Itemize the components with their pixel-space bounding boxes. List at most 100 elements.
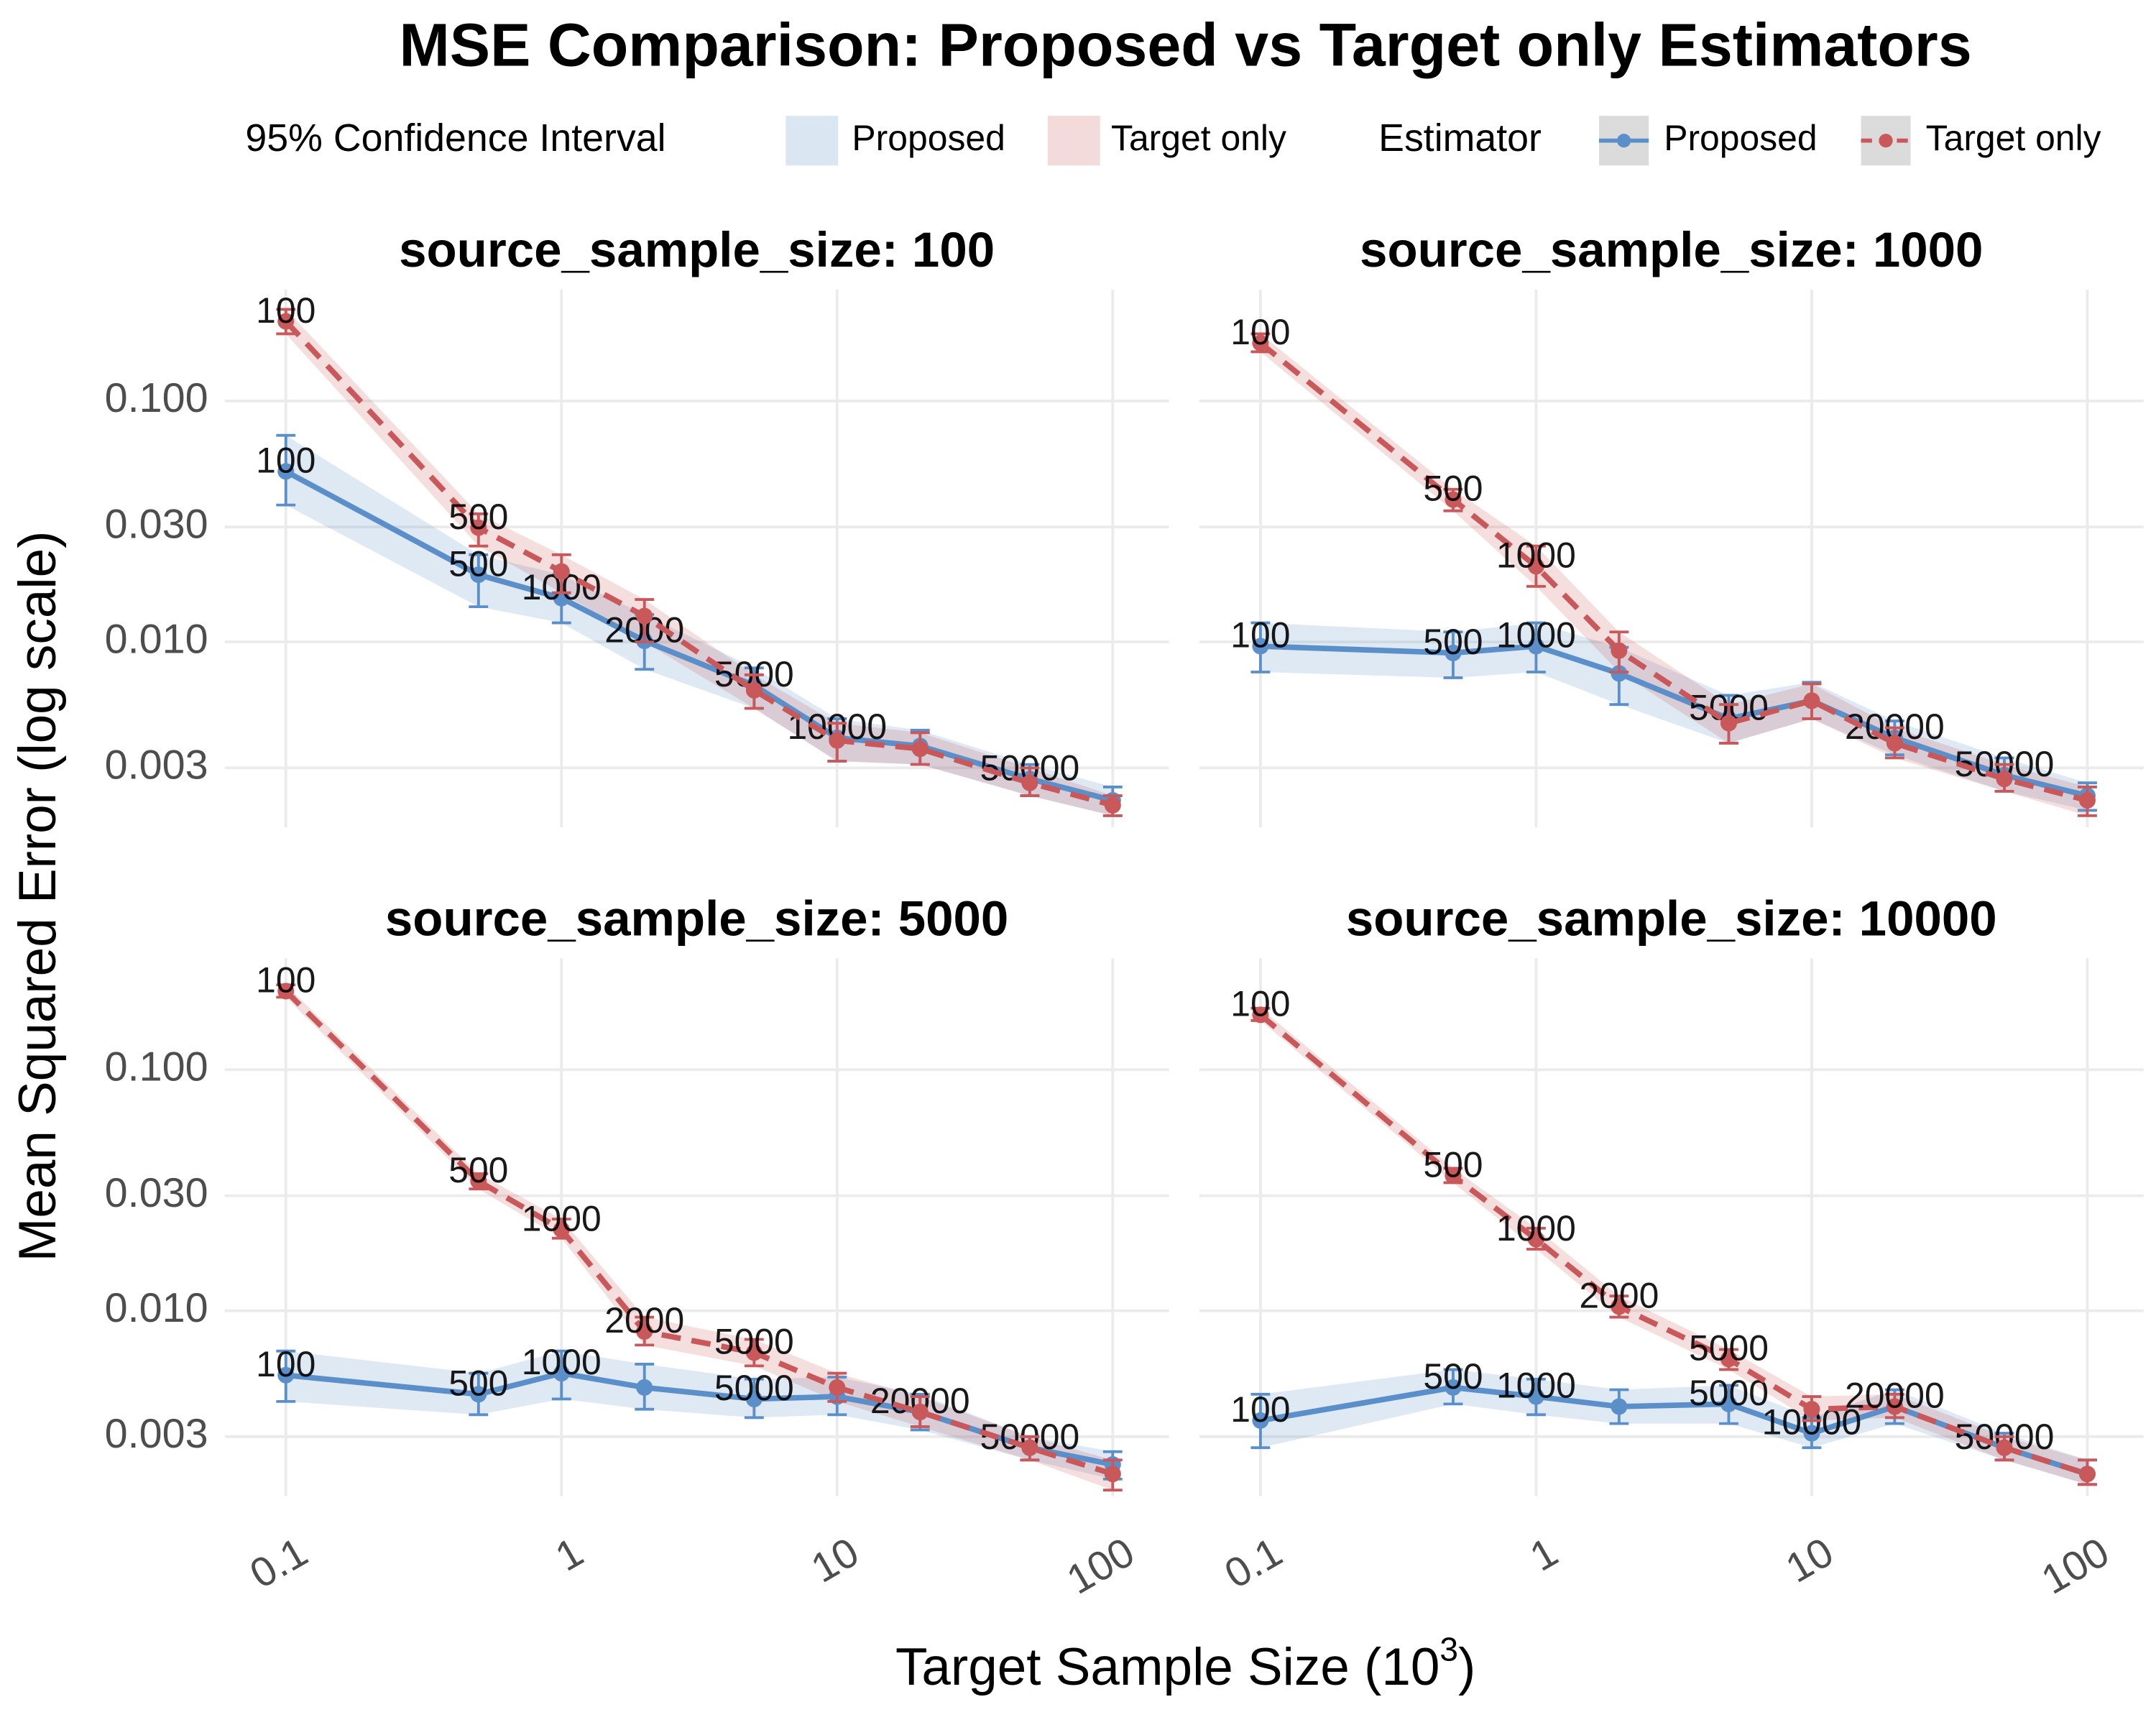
- legend-swatch: [786, 116, 839, 166]
- point-label: 5000: [1689, 1328, 1769, 1368]
- x-tick-label: 1: [1523, 1529, 1566, 1580]
- point: [553, 563, 570, 580]
- panel-title: source_sample_size: 100: [399, 221, 995, 277]
- point-label: 5000: [1689, 1373, 1769, 1413]
- y-tick-label: 0.003: [105, 742, 208, 788]
- point-label: 100: [256, 1344, 315, 1384]
- point: [277, 983, 295, 1000]
- point-label: 1000: [522, 1342, 602, 1382]
- legend-title: 95% Confidence Interval: [245, 116, 665, 160]
- x-tick-label: 10: [803, 1529, 866, 1591]
- legend-point: [1617, 134, 1631, 148]
- legend-point: [1879, 134, 1893, 148]
- point: [1996, 770, 2013, 788]
- point: [1886, 735, 1903, 752]
- y-tick-label: 0.003: [105, 1411, 208, 1457]
- y-tick-label: 0.010: [105, 616, 208, 662]
- point: [1021, 774, 1038, 791]
- panel-title: source_sample_size: 1000: [1360, 221, 1983, 277]
- point-label: 100: [256, 290, 315, 331]
- point: [470, 566, 487, 584]
- legend-title: Estimator: [1378, 116, 1542, 160]
- point: [1104, 796, 1121, 814]
- point: [1021, 1439, 1038, 1456]
- point: [1252, 1412, 1269, 1429]
- x-tick-label: 0.1: [242, 1529, 315, 1597]
- point: [1720, 714, 1737, 732]
- point: [1445, 491, 1462, 508]
- x-axis-title-sup: 3: [1439, 1630, 1458, 1668]
- point: [2078, 792, 2096, 809]
- point-label: 1000: [1496, 615, 1576, 656]
- y-tick-label: 0.100: [105, 375, 208, 421]
- point: [829, 732, 846, 749]
- point-label: 100: [1230, 615, 1290, 656]
- point: [1445, 1379, 1462, 1396]
- panel-title: source_sample_size: 10000: [1346, 891, 1997, 947]
- point: [277, 463, 295, 480]
- point: [1611, 665, 1628, 682]
- y-tick-label: 0.030: [105, 501, 208, 547]
- point: [470, 519, 487, 536]
- point: [1611, 1398, 1628, 1415]
- point: [1720, 1395, 1737, 1412]
- point: [1252, 334, 1269, 351]
- x-axis-title: Target Sample Size (103): [895, 1630, 1475, 1696]
- point: [1803, 1425, 1820, 1442]
- ci-band: [285, 985, 1113, 1491]
- y-axis-title: Mean Squared Error (log scale): [9, 531, 67, 1262]
- point: [1527, 558, 1544, 575]
- point-label: 500: [1423, 1356, 1483, 1397]
- point-label: 500: [1423, 1145, 1483, 1185]
- point-label: 500: [1423, 622, 1483, 662]
- x-tick-label: 0.1: [1217, 1529, 1290, 1597]
- point: [470, 1172, 487, 1190]
- x-tick-label: 100: [1059, 1529, 1142, 1603]
- chart-title: MSE Comparison: Proposed vs Target only …: [400, 11, 1972, 78]
- y-tick-label: 0.030: [105, 1170, 208, 1216]
- point-label: 2000: [1579, 1276, 1659, 1316]
- point-label: 100: [1230, 984, 1290, 1024]
- point-label: 500: [448, 543, 508, 584]
- legend-label: Proposed: [852, 118, 1005, 158]
- panel-title: source_sample_size: 5000: [385, 891, 1008, 947]
- point-label: 2000: [604, 1300, 684, 1340]
- point-label: 500: [1423, 469, 1483, 509]
- ci-band: [285, 1351, 1113, 1479]
- x-tick-label: 100: [2034, 1529, 2116, 1603]
- point: [1252, 1006, 1269, 1024]
- point-label: 500: [448, 497, 508, 537]
- point: [636, 607, 653, 625]
- legend-label: Proposed: [1664, 118, 1817, 158]
- point: [1611, 1298, 1628, 1315]
- point: [1104, 1466, 1121, 1483]
- point-label: 1000: [1496, 1366, 1576, 1406]
- point: [1611, 642, 1628, 659]
- point: [1527, 1230, 1544, 1248]
- point: [277, 1366, 295, 1384]
- point-label: 100: [1230, 312, 1290, 352]
- legend-swatch: [1047, 116, 1100, 166]
- point-label: 1000: [1496, 535, 1576, 576]
- point: [1996, 1439, 2013, 1456]
- point: [911, 1403, 929, 1420]
- y-tick-label: 0.100: [105, 1044, 208, 1090]
- point: [1445, 1167, 1462, 1184]
- point-label: 1000: [522, 1198, 602, 1238]
- point-label: 5000: [714, 1322, 794, 1362]
- point: [1886, 1398, 1903, 1415]
- point: [470, 1386, 487, 1403]
- point-label: 500: [448, 1150, 508, 1190]
- point: [1720, 1351, 1737, 1368]
- point: [911, 740, 929, 758]
- point-label: 100: [256, 441, 315, 481]
- point-label: 1000: [1496, 1208, 1576, 1248]
- point: [553, 1365, 570, 1382]
- point-label: 5000: [714, 1368, 794, 1408]
- ci-band: [1260, 1369, 2088, 1485]
- point-label: 100: [256, 960, 315, 1000]
- point: [553, 1221, 570, 1238]
- point: [636, 1322, 653, 1340]
